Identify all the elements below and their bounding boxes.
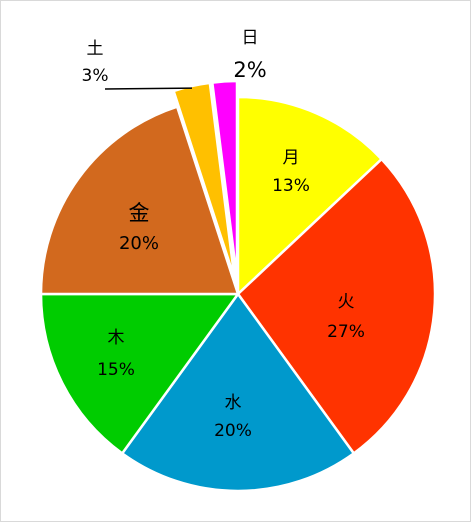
data-label-fri-name: 金 [129,201,150,225]
data-label-mon: 月 13% [272,148,310,196]
data-label-sun-name: 日 [242,28,259,48]
data-label-wed-percent: 20% [214,421,252,441]
data-label-sat-name: 土 [87,39,104,59]
data-label-mon-percent: 13% [272,176,310,196]
data-label-thu-percent: 15% [97,360,135,380]
pie-slice-fri [39,105,240,296]
pie-slice-mon [236,95,383,296]
leader-lines [104,87,193,90]
data-label-fri-percent: 20% [119,233,159,254]
pie-slices [39,79,437,493]
data-label-tue-percent: 27% [327,322,365,342]
data-label-fri: 金 20% [119,201,159,254]
data-label-sun-percent: 2% [233,58,266,82]
data-label-thu: 木 15% [97,328,135,380]
data-label-mon-name: 月 [283,148,300,168]
data-label-tue-name: 火 [338,292,355,312]
data-label-thu-name: 木 [108,328,125,348]
data-label-tue: 火 27% [327,292,365,342]
data-label-sat-percent: 3% [82,66,109,86]
leader-line-sat [104,87,193,90]
data-label-sat: 土 3% [82,39,109,86]
data-label-sun: 日 2% [233,28,266,82]
pie-slice-sun [211,79,239,280]
data-label-wed-name: 水 [225,393,242,413]
pie-slice-sat [172,81,236,280]
pie-slice-tue [236,157,437,455]
pie-slice-wed [120,292,356,493]
pie-slice-thu [39,292,240,455]
data-label-wed: 水 20% [214,393,252,441]
